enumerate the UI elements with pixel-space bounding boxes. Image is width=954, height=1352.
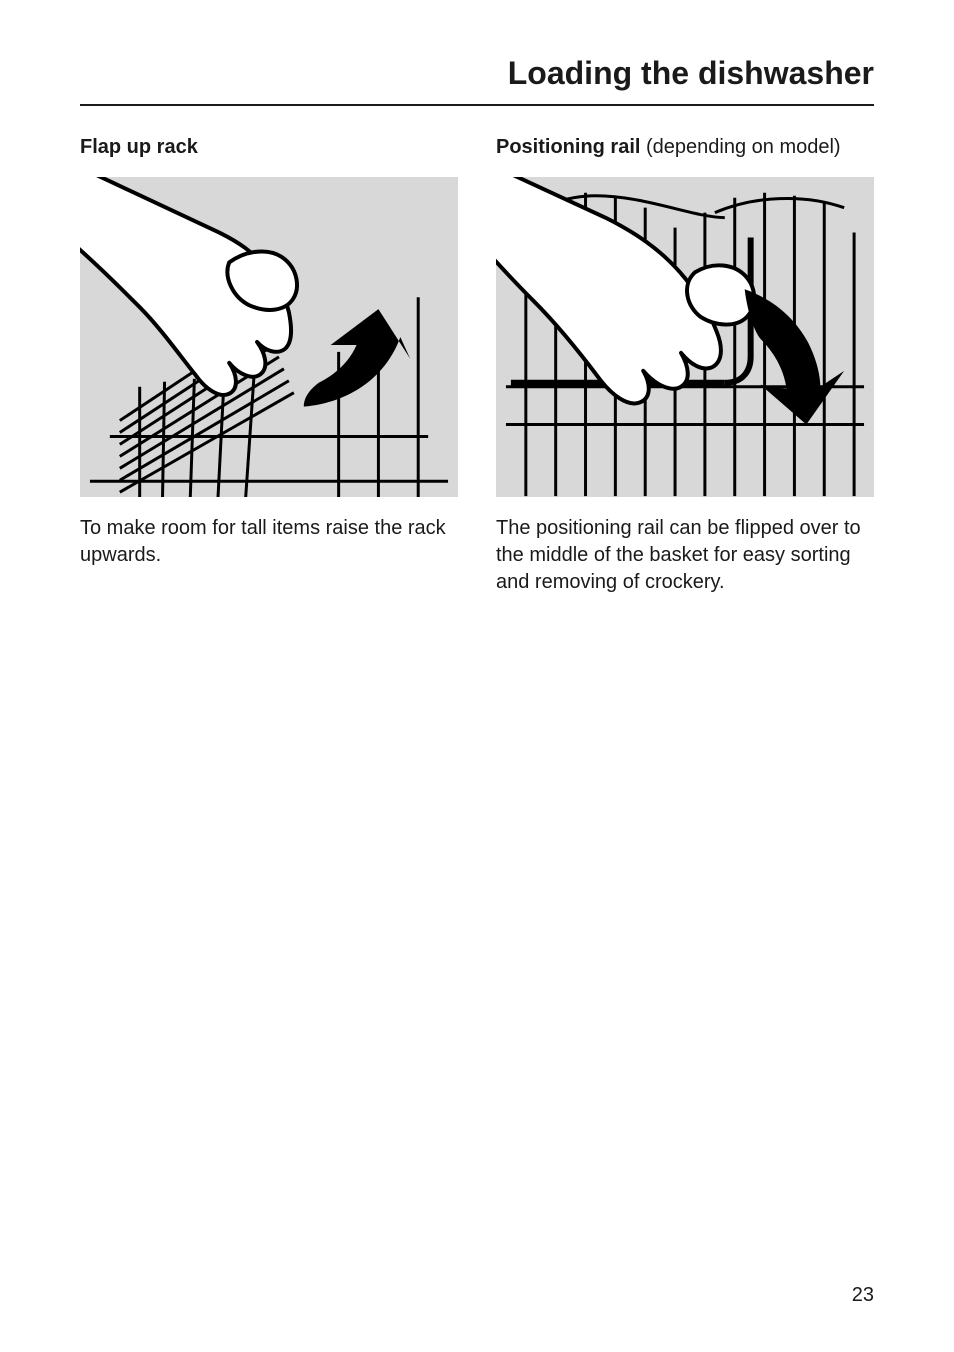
positioning-rail-illustration	[496, 177, 874, 497]
left-body-text: To make room for tall items raise the ra…	[80, 515, 458, 569]
page-number: 23	[852, 1284, 874, 1307]
right-heading: Positioning rail (depending on model)	[496, 136, 874, 159]
flap-up-rack-illustration	[80, 177, 458, 497]
right-body-text: The positioning rail can be flipped over…	[496, 515, 874, 596]
content-columns: Flap up rack	[80, 136, 874, 596]
figure-flap-up-rack	[80, 177, 458, 497]
right-heading-note: (depending on model)	[640, 136, 840, 158]
left-heading: Flap up rack	[80, 136, 458, 159]
figure-positioning-rail	[496, 177, 874, 497]
page-title: Loading the dishwasher	[80, 55, 874, 106]
right-heading-bold: Positioning rail	[496, 136, 640, 158]
left-column: Flap up rack	[80, 136, 458, 596]
right-column: Positioning rail (depending on model)	[496, 136, 874, 596]
